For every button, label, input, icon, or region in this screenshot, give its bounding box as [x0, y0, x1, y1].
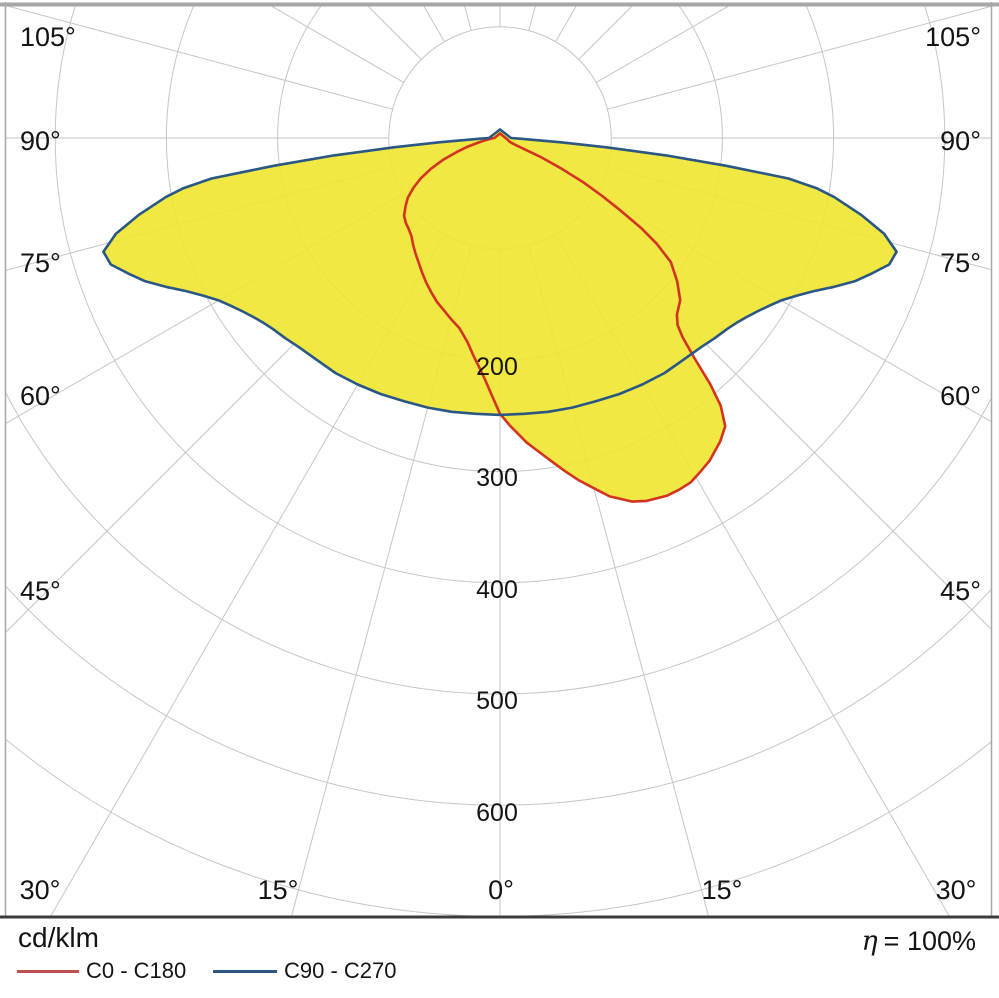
grid-radial--60: [5, 193, 404, 425]
angle-label-bottom: 30°: [20, 875, 61, 905]
angle-label-left: 105°: [20, 22, 76, 52]
grid-radial--15: [290, 245, 472, 917]
ring-value-label: 500: [476, 687, 518, 715]
grid-radial--105: [5, 4, 393, 110]
grid-radial-45: [578, 216, 992, 631]
grid-radial-105: [607, 5, 992, 110]
angle-label-left: 90°: [20, 126, 61, 156]
ring-value-label: 200: [476, 353, 518, 381]
angle-label-right: 90°: [940, 126, 981, 156]
polar-chart: 105° 90° 75° 60° 45° 105° 90° 75° 60° 45° 30° 15° 0°…: [0, 2, 999, 919]
angle-label-right: 45°: [940, 576, 981, 606]
angle-label-left: 45°: [20, 576, 61, 606]
chart-border: [0, 2, 999, 919]
curve-c0-c180: [402, 132, 727, 503]
grid-radial--45: [5, 216, 422, 634]
eta-symbol: η: [861, 926, 878, 957]
angle-label-bottom: 0°: [488, 875, 514, 905]
angle-label-left: 75°: [20, 248, 61, 278]
angle-labels: 105° 90° 75° 60° 45° 105° 90° 75° 60° 45° 30° 15° 0°…: [20, 22, 981, 905]
angle-label-bottom: 15°: [258, 875, 299, 905]
angle-label-right: 75°: [940, 248, 981, 278]
eta-value: = 100%: [883, 926, 976, 956]
legend-line-c90-c270-icon: [213, 970, 277, 973]
ring-value-label: 400: [476, 576, 518, 604]
angle-label-right: 105°: [925, 22, 981, 52]
angle-label-bottom: 15°: [702, 875, 743, 905]
angle-label-left: 60°: [20, 381, 61, 411]
ring-value-label: 300: [476, 464, 518, 492]
efficiency-label: η = 100%: [861, 926, 976, 957]
units-label: cd/klm: [18, 922, 99, 953]
legend-label-c90-c270: C90 - C270: [284, 958, 397, 983]
curve-c90-c270: [102, 128, 898, 417]
distribution-fill: [103, 129, 897, 502]
ring-value-label: 600: [476, 799, 518, 827]
legend-line-c0-c180-icon: [17, 970, 79, 973]
angle-label-right: 60°: [940, 381, 981, 411]
grid-radial-60: [596, 193, 992, 423]
grid-radial--30: [49, 234, 445, 917]
angle-label-bottom: 30°: [936, 875, 977, 905]
legend-label-c0-c180: C0 - C180: [86, 958, 187, 983]
